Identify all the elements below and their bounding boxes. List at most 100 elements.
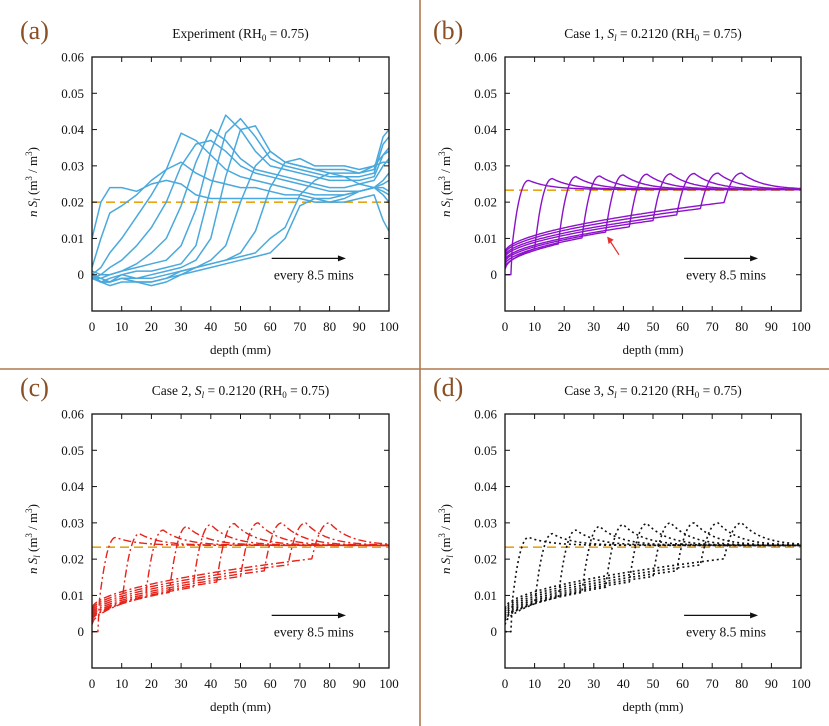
- panel-d: (d) Case 3, Sl = 0.2120 (RH0 = 0.75)0 10 20…: [433, 373, 811, 714]
- x-tick-label: 60: [676, 319, 689, 334]
- y-tick-label: 0.06: [61, 50, 84, 65]
- time-arrow-head: [750, 612, 759, 619]
- y-axis-label: n Sl (m3 / m3): [24, 504, 42, 574]
- y-label-symbol: S: [438, 200, 453, 207]
- y-label-unit: ): [438, 147, 453, 151]
- y-label-unit: / m: [25, 513, 40, 533]
- y-label-subscript: l: [445, 555, 455, 558]
- y-label-unit: ): [25, 504, 40, 508]
- x-tick-label: 10: [528, 676, 541, 691]
- title-text: Case 1,: [564, 26, 607, 41]
- x-tick-label: 10: [115, 676, 128, 691]
- y-label-subscript: l: [32, 555, 42, 558]
- y-tick-label: 0.04: [61, 479, 84, 494]
- series-line: [92, 522, 389, 609]
- y-label-superscript: 3: [24, 176, 34, 181]
- time-annotation: every 8.5 mins: [274, 268, 354, 283]
- x-axis-label: depth (mm): [210, 699, 271, 714]
- series-group: [505, 522, 801, 633]
- title-text: = 0.2120 (RH: [617, 26, 695, 41]
- panel-a: (a) Experiment (RH0 = 0.75)0 10 20 30 40 50 60 7…: [20, 16, 399, 357]
- y-label-superscript: 3: [437, 151, 447, 156]
- series-group: [92, 114, 389, 287]
- y-tick-label: 0.03: [61, 515, 84, 530]
- x-tick-label: 90: [765, 319, 778, 334]
- y-tick-label: 0: [491, 267, 498, 282]
- y-label-subscript: l: [32, 198, 42, 201]
- series-line: [92, 150, 389, 287]
- y-label-unit: / m: [438, 156, 453, 176]
- series-line: [92, 522, 389, 611]
- time-annotation: every 8.5 mins: [686, 625, 766, 640]
- time-arrow-head: [750, 255, 759, 262]
- y-tick-label: 0.01: [61, 231, 84, 246]
- title-text: Case 3,: [564, 383, 607, 398]
- title-text: = 0.75): [287, 383, 329, 398]
- x-tick-label: 70: [293, 676, 306, 691]
- series-group: [505, 172, 801, 276]
- time-arrow-head: [337, 612, 346, 619]
- time-arrow-head: [337, 255, 346, 262]
- y-label-n: n: [438, 564, 453, 574]
- y-label-unit: (m: [438, 538, 453, 556]
- x-tick-label: 30: [587, 676, 600, 691]
- y-tick-label: 0: [78, 267, 85, 282]
- y-label-unit: ): [438, 504, 453, 508]
- x-tick-label: 80: [323, 319, 336, 334]
- series-line: [505, 522, 801, 611]
- chart-title: Case 2, Sl = 0.2120 (RH0 = 0.75): [152, 383, 330, 400]
- title-text: Case 2,: [152, 383, 195, 398]
- x-tick-label: 20: [145, 319, 158, 334]
- title-subscript: 0: [695, 33, 700, 43]
- x-tick-label: 0: [89, 676, 96, 691]
- x-tick-label: 100: [791, 676, 811, 691]
- y-label-symbol: S: [25, 557, 40, 564]
- y-tick-label: 0.04: [474, 479, 497, 494]
- title-symbol: S: [607, 26, 614, 41]
- y-label-superscript: 3: [24, 508, 34, 513]
- x-tick-label: 0: [502, 319, 509, 334]
- chart-title: Case 1, Sl = 0.2120 (RH0 = 0.75): [564, 26, 742, 43]
- title-text: = 0.75): [266, 26, 308, 41]
- series-line: [92, 179, 389, 239]
- x-tick-label: 30: [175, 319, 188, 334]
- y-tick-label: 0.06: [61, 407, 84, 422]
- series-line: [92, 186, 389, 283]
- x-tick-label: 30: [175, 676, 188, 691]
- series-line: [505, 522, 801, 616]
- title-text: = 0.75): [699, 26, 741, 41]
- y-label-symbol: S: [438, 557, 453, 564]
- y-label-superscript: 3: [24, 533, 34, 538]
- title-text: Experiment (RH: [172, 26, 262, 41]
- panel-letter: (d): [433, 373, 463, 402]
- y-tick-label: 0: [491, 624, 498, 639]
- title-subscript: 0: [695, 390, 700, 400]
- series-line: [92, 172, 389, 283]
- panel-letter: (a): [20, 16, 49, 45]
- y-tick-label: 0.03: [474, 158, 497, 173]
- x-tick-label: 50: [647, 676, 660, 691]
- series-line: [505, 522, 801, 613]
- x-tick-label: 40: [617, 676, 630, 691]
- chart-title: Case 3, Sl = 0.2120 (RH0 = 0.75): [564, 383, 742, 400]
- x-tick-label: 70: [706, 676, 719, 691]
- y-axis-label: n Sl (m3 / m3): [437, 147, 455, 217]
- title-symbol-subscript: l: [614, 390, 617, 400]
- y-tick-label: 0.02: [61, 552, 84, 567]
- series-line: [505, 522, 801, 609]
- y-label-subscript: l: [445, 198, 455, 201]
- x-tick-label: 0: [89, 319, 96, 334]
- series-group: [92, 522, 389, 633]
- y-tick-label: 0.05: [61, 443, 84, 458]
- x-tick-label: 100: [379, 319, 399, 334]
- y-label-symbol: S: [25, 200, 40, 207]
- y-label-n: n: [438, 207, 453, 217]
- title-symbol: S: [195, 383, 202, 398]
- series-line: [92, 139, 389, 279]
- x-tick-label: 100: [791, 319, 811, 334]
- title-subscript: 0: [282, 390, 287, 400]
- y-axis-label: n Sl (m3 / m3): [437, 504, 455, 574]
- y-tick-label: 0.05: [474, 443, 497, 458]
- series-line: [92, 522, 389, 616]
- series-line: [92, 117, 389, 283]
